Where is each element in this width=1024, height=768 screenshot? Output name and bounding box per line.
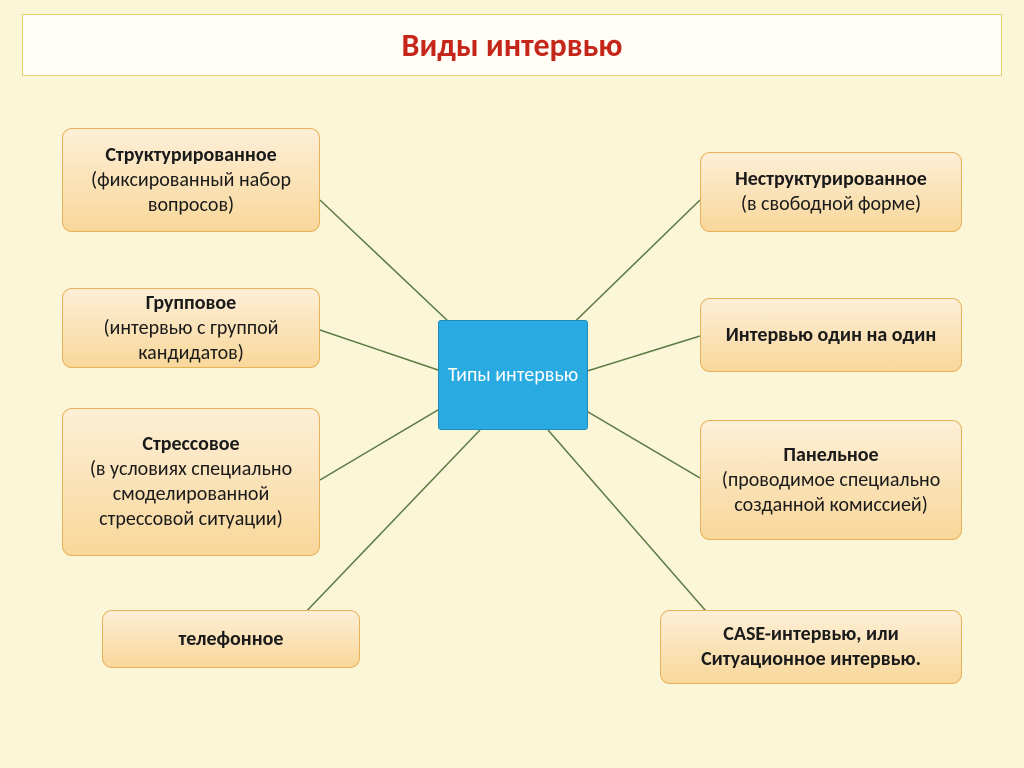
leaf-label-bold: Неструктурированное	[735, 167, 927, 192]
leaf-label-bold: телефонное	[179, 627, 284, 652]
leaf-label-bold: Групповое	[146, 291, 236, 316]
leaf-node-unstructured: Неструктурированное(в свободной форме)	[700, 152, 962, 232]
leaf-node-phone: телефонное	[102, 610, 360, 668]
leaf-node-panel: Панельное(проводимое специально созданно…	[700, 420, 962, 540]
leaf-node-stress: Стрессовое(в условиях специально смодели…	[62, 408, 320, 556]
page-title: Виды интервью	[402, 26, 623, 65]
leaf-node-one-on-one: Интервью один на один	[700, 298, 962, 372]
leaf-label-rest: (фиксированный набор вопросов)	[77, 168, 305, 218]
leaf-label-bold: Интервью один на один	[726, 323, 936, 348]
leaf-label-rest: (проводимое специально созданной комисси…	[715, 468, 947, 518]
leaf-label-bold: Структурированное	[105, 143, 276, 168]
leaf-label-rest: (в свободной форме)	[741, 192, 921, 217]
center-node-label: Типы интервью	[448, 363, 578, 387]
title-bar: Виды интервью	[22, 14, 1002, 76]
leaf-node-case: CASE-интервью, или Ситуационное интервью…	[660, 610, 962, 684]
leaf-label-rest: (в условиях специально смоделированной с…	[77, 457, 305, 532]
leaf-label-rest: (интервью с группой кандидатов)	[77, 316, 305, 366]
leaf-node-structured: Структурированное(фиксированный набор во…	[62, 128, 320, 232]
leaf-label-bold: CASE-интервью, или Ситуационное интервью…	[675, 622, 947, 672]
leaf-label-bold: Стрессовое	[142, 432, 239, 457]
leaf-label-bold: Панельное	[783, 443, 878, 468]
center-node: Типы интервью	[438, 320, 588, 430]
leaf-node-group: Групповое(интервью с группой кандидатов)	[62, 288, 320, 368]
